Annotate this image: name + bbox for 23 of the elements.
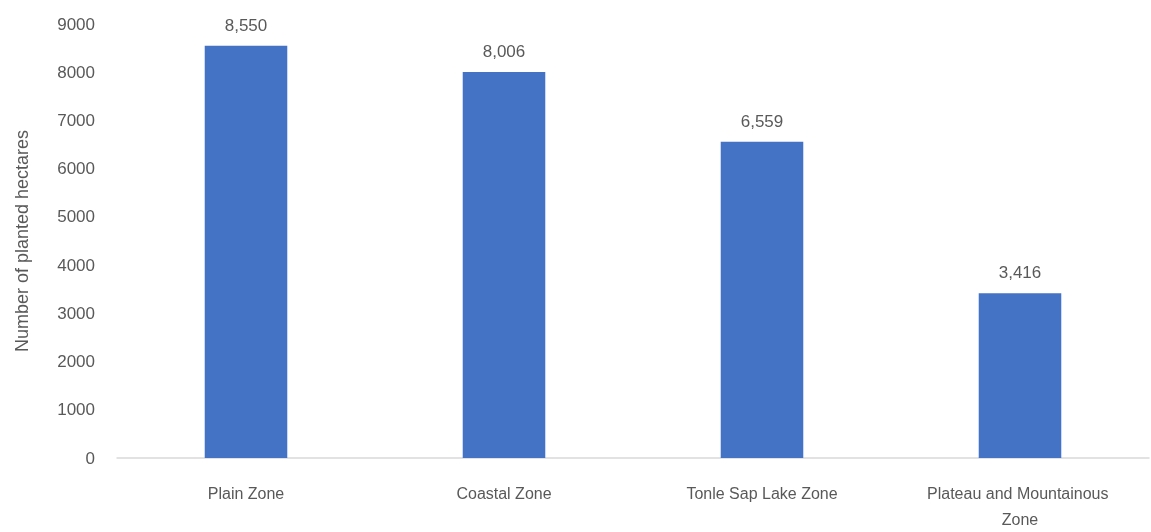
x-tick-label: Plain Zone: [207, 484, 285, 502]
y-tick-label: 6000: [57, 159, 95, 179]
data-label: 6,559: [740, 111, 784, 131]
y-tick-label: 1000: [57, 400, 95, 420]
bar: [720, 141, 804, 458]
y-tick-label: 8000: [57, 62, 95, 82]
data-label: 3,416: [998, 263, 1042, 283]
data-label: 8,550: [224, 15, 268, 35]
y-axis-title: Number of planted hectares: [12, 129, 32, 353]
y-tick-label: 3000: [57, 303, 95, 323]
y-tick-label: 7000: [57, 110, 95, 130]
x-tick-label: Coastal Zone: [456, 484, 552, 502]
y-tick-label: 5000: [57, 207, 95, 227]
bar: [462, 71, 546, 458]
bar: [978, 293, 1062, 458]
x-tick-label: Plateau and Mountainous Zone: [927, 484, 1113, 528]
y-tick-label: 4000: [57, 255, 95, 275]
y-tick-label: 9000: [57, 14, 95, 34]
data-label: 8,006: [482, 41, 526, 61]
y-tick-label: 0: [85, 448, 95, 468]
y-tick-label: 2000: [57, 352, 95, 372]
x-tick-label: Tonle Sap Lake Zone: [686, 484, 838, 502]
bar: [204, 45, 288, 458]
